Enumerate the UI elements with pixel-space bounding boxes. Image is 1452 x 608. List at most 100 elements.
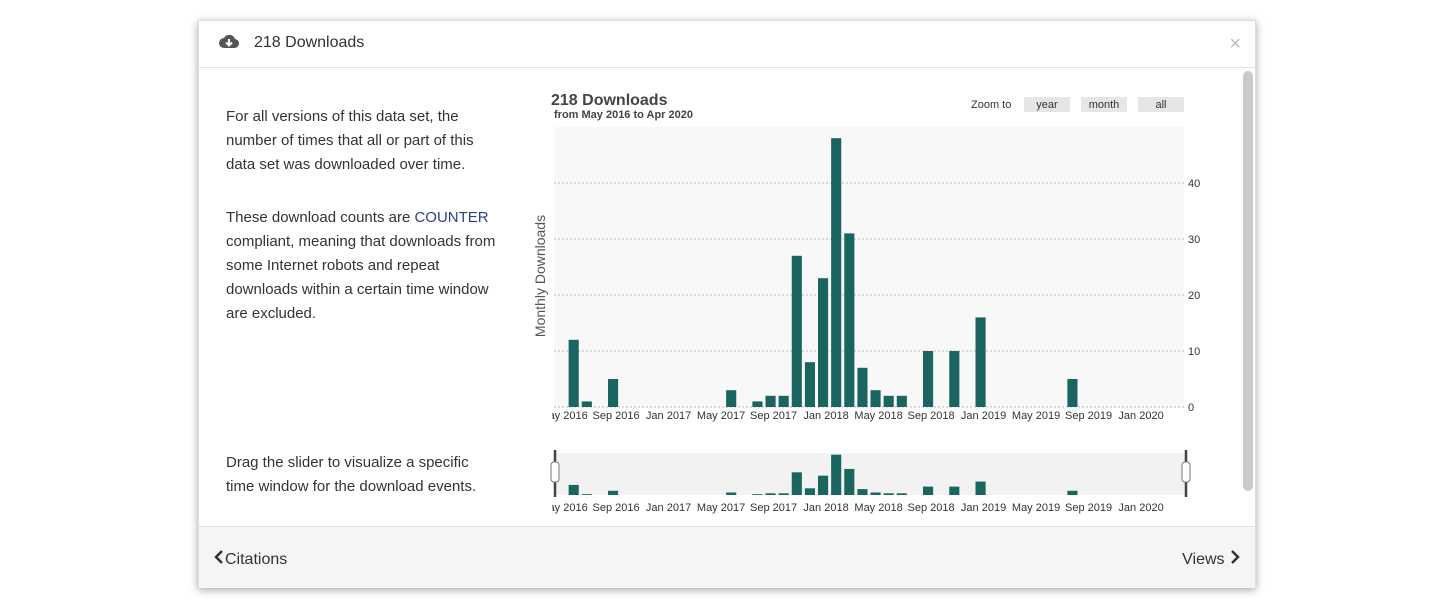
navigator-bar	[975, 481, 986, 495]
slider-handle[interactable]	[1181, 461, 1191, 483]
navigator-bar	[870, 492, 881, 495]
prev-button[interactable]: Citations	[213, 550, 287, 569]
counter-link[interactable]: COUNTER	[414, 209, 489, 226]
zoom-button-label: all	[1155, 99, 1166, 111]
navigator-x-label: Jan 2017	[646, 502, 691, 514]
bar	[831, 138, 842, 407]
zoom-button[interactable]	[1138, 97, 1184, 112]
bar	[1067, 379, 1078, 407]
x-tick-label: Sep 2018	[908, 410, 955, 422]
bar	[975, 317, 986, 407]
y-tick-label: 40	[1188, 178, 1200, 190]
navigator-bar	[568, 484, 579, 495]
navigator-bar	[765, 493, 776, 495]
modal-header: 218 Downloads ×	[199, 21, 1255, 68]
navigator-x-label: Jan 2020	[1118, 502, 1163, 514]
navigator-bar	[608, 490, 619, 495]
cloud-download-icon	[219, 34, 239, 49]
x-tick-label: May 2016	[539, 410, 587, 422]
navigator-bar	[818, 475, 829, 495]
zoom-label: Zoom to	[971, 99, 1011, 111]
navigator-bar	[752, 494, 763, 495]
navigator-background	[554, 453, 1186, 495]
next-button[interactable]: Views	[1182, 550, 1241, 569]
zoom-button[interactable]	[1081, 97, 1127, 112]
bar	[949, 351, 960, 407]
navigator-bar	[581, 494, 592, 495]
navigator-bar	[791, 472, 802, 495]
navigator-x-label: Jan 2019	[961, 502, 1006, 514]
modal-title: 218 Downloads	[254, 34, 365, 51]
slider-note: Drag the slider to visualize a specific …	[226, 454, 477, 495]
navigator-bar	[883, 493, 894, 495]
zoom-button-label: month	[1089, 99, 1120, 111]
x-tick-label: May 2017	[697, 410, 745, 422]
navigator-x-label: Jan 2018	[803, 502, 848, 514]
navigator-x-label: May 2017	[697, 502, 745, 514]
y-tick-label: 10	[1188, 346, 1200, 358]
scrollbar[interactable]	[1243, 71, 1253, 491]
y-tick-label: 30	[1188, 234, 1200, 246]
x-tick-label: Sep 2017	[750, 410, 797, 422]
navigator-bar	[896, 493, 907, 495]
navigator-bar	[804, 488, 815, 495]
bar	[804, 362, 815, 407]
chevron-right	[1231, 550, 1240, 564]
bar	[923, 351, 934, 407]
navigator-x-label: Sep 2018	[908, 502, 955, 514]
modal-footer: Citations Views	[199, 526, 1255, 588]
bar	[896, 395, 907, 407]
chevron-left	[214, 550, 223, 564]
bar	[752, 401, 763, 407]
x-tick-label: Sep 2019	[1065, 410, 1112, 422]
bar	[870, 390, 881, 407]
x-tick-label: Jan 2019	[961, 410, 1006, 422]
x-labels: May 2016 May 2016 Sep 2016 Sep 2016 Jan 2017…	[539, 410, 1164, 514]
bar	[857, 367, 868, 407]
navigator-bar	[949, 486, 960, 495]
navigator-bar	[778, 493, 789, 495]
text: These download counts are	[226, 209, 415, 226]
x-tick-label: Jan 2017	[646, 410, 691, 422]
chart-title: 218 Downloads	[551, 92, 668, 109]
navigator-bar	[831, 454, 842, 495]
zoom-button-label: year	[1036, 99, 1058, 111]
next-label: Views	[1182, 551, 1225, 568]
navigator-bar	[1067, 490, 1078, 495]
bar	[844, 233, 855, 407]
text: compliant, meaning that downloads from s…	[226, 233, 496, 322]
x-tick-label: Sep 2016	[593, 410, 640, 422]
bar	[791, 255, 802, 407]
x-tick-label: May 2019	[1012, 410, 1060, 422]
navigator-bar	[844, 468, 855, 495]
chart-subtitle: from May 2016 to Apr 2020	[554, 109, 693, 121]
navigator-x-label: Sep 2019	[1065, 502, 1112, 514]
bar	[883, 395, 894, 407]
plot-background	[554, 127, 1184, 407]
x-tick-label: May 2018	[854, 410, 902, 422]
bar	[765, 395, 776, 407]
slider-handle[interactable]	[550, 461, 560, 483]
x-tick-label: Jan 2020	[1118, 410, 1163, 422]
bar	[818, 278, 829, 407]
navigator-x-label: Sep 2016	[593, 502, 640, 514]
y-axis-label: Monthly Downloads	[532, 215, 548, 337]
prev-label: Citations	[225, 551, 288, 568]
x-tick-label: Jan 2018	[803, 410, 848, 422]
navigator-x-label: Sep 2017	[750, 502, 797, 514]
navigator-bar	[857, 489, 868, 495]
bar	[608, 379, 619, 407]
navigator-bar	[726, 492, 737, 495]
navigator-x-label: May 2019	[1012, 502, 1060, 514]
navigator-x-label: May 2018	[854, 502, 902, 514]
zoom-button[interactable]	[1024, 97, 1070, 112]
navigator-bar	[923, 486, 934, 495]
y-tick-label: 0	[1188, 402, 1194, 414]
navigator-x-label: May 2016	[539, 502, 587, 514]
description: For all versions of this data set, the n…	[226, 108, 474, 173]
bar	[568, 339, 579, 407]
close-button[interactable]: ×	[1229, 33, 1241, 55]
bar	[581, 401, 592, 407]
